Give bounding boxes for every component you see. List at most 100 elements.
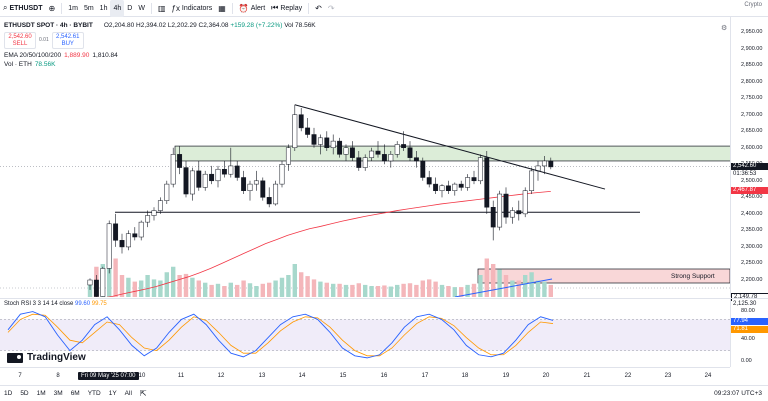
interval-d[interactable]: D — [127, 4, 133, 12]
alarm-icon: ⏰ — [238, 3, 249, 13]
candle — [215, 165, 221, 188]
volume-bar — [254, 286, 259, 297]
volume-bar — [132, 281, 137, 297]
candle-body — [529, 170, 535, 191]
indicators-button[interactable]: ƒx Indicators — [171, 3, 213, 13]
candle — [509, 207, 515, 224]
volume-bar — [452, 287, 457, 297]
range-6m[interactable]: 6M — [70, 390, 80, 397]
alert-button[interactable]: ⏰ Alert — [238, 3, 266, 13]
stoch-axis[interactable]: 80.00 40.00 0.00 77.94 71.81 — [730, 298, 768, 367]
divider — [150, 2, 152, 14]
time-tick: 12 — [217, 373, 225, 379]
candle — [471, 170, 477, 185]
candle — [356, 151, 362, 171]
volume-bar — [126, 277, 131, 297]
range-1y[interactable]: 1Y — [108, 390, 117, 397]
candle — [420, 157, 426, 181]
candle — [305, 117, 311, 138]
volume-bar — [241, 280, 246, 297]
candle-body — [420, 160, 426, 178]
candle — [292, 104, 298, 152]
templates-button[interactable]: ▦ — [215, 0, 229, 17]
undo-button[interactable]: ↶ — [312, 0, 325, 17]
price-tick: 2,950.00 — [741, 29, 763, 35]
time-axis[interactable]: 24 23 22 21 20 19 18 17 16 15 14 13 12 11 10 8 7 Fri 09 … — [0, 367, 730, 385]
stoch-legend[interactable]: Stoch RSI 3 3 14 14 close 99.60 99.75 — [4, 301, 107, 307]
time-tick: 14 — [298, 373, 306, 379]
symbol-title[interactable]: ETHUSDT SPOT · 4h · BYBIT — [4, 22, 93, 29]
range-1m[interactable]: 1M — [36, 390, 46, 397]
interval-1m[interactable]: 1m — [68, 4, 78, 12]
volume-bar — [260, 283, 265, 297]
volume-legend[interactable]: Vol · ETH 78.56K — [4, 61, 56, 68]
candle-body — [317, 137, 323, 145]
stoch-d-badge: 71.81 — [731, 326, 768, 333]
candle-body — [465, 177, 471, 188]
range-3m[interactable]: 3M — [53, 390, 63, 397]
buy-button[interactable]: 2,542.61 BUY — [51, 32, 84, 49]
stoch-k-badge: 77.94 — [731, 318, 768, 325]
candle — [260, 177, 266, 201]
candle-body — [260, 180, 266, 198]
volume-bar — [446, 286, 451, 297]
candle-body — [330, 140, 336, 148]
stoch-rsi-panel[interactable]: Stoch RSI 3 3 14 14 close 99.60 99.75 — [0, 298, 730, 367]
ohlc-values: O2,204.80 H2,394.02 L2,202.29 C2,364.08 … — [103, 22, 316, 29]
time-tick: 7 — [18, 373, 22, 379]
candlestick-chart[interactable] — [0, 17, 730, 297]
clock[interactable]: 09:23:07 UTC+3 — [714, 390, 762, 397]
range-all[interactable]: All — [124, 390, 132, 397]
candle-body — [285, 147, 291, 165]
candle — [343, 144, 349, 161]
range-ytd[interactable]: YTD — [87, 390, 101, 397]
price-axis[interactable]: ⚙ 2,950.00 2,900.00 2,850.00 2,800.00 2,750.… — [721, 17, 768, 308]
candle — [311, 127, 317, 148]
range-5d[interactable]: 5D — [20, 390, 29, 397]
volume-bar — [369, 286, 374, 297]
candle — [125, 230, 131, 251]
settings-icon[interactable]: ⚙ — [721, 25, 728, 32]
replay-button[interactable]: ⏮ Replay — [271, 3, 303, 12]
range-1d[interactable]: 1D — [4, 390, 13, 397]
volume-bar — [484, 258, 489, 297]
candle-body — [522, 190, 528, 215]
interval-5m[interactable]: 5m — [83, 4, 94, 12]
date-range-icon[interactable]: ⇱ — [139, 389, 147, 398]
candle-body — [170, 154, 176, 185]
candle — [490, 200, 496, 241]
volume-bar — [343, 284, 349, 297]
ema-legend[interactable]: EMA 20/50/100/200 1,889.90 1,810.84 — [4, 52, 118, 59]
candle — [458, 180, 464, 191]
candle — [388, 151, 394, 168]
interval-4h[interactable]: 4h — [110, 0, 125, 17]
countdown-badge: 01:36:53 — [731, 170, 768, 178]
candle-body — [145, 215, 151, 223]
time-tick: 10 — [138, 373, 146, 379]
candle-body — [138, 221, 144, 238]
brand-label: Crypto — [744, 2, 762, 8]
trade-panel: 2,542.60 SELL 0.01 2,542.61 BUY — [4, 32, 316, 49]
symbol-search[interactable]: ⌕ ETHUSDT — [3, 3, 43, 12]
candle — [273, 180, 279, 206]
volume-bar — [427, 279, 432, 297]
candle — [87, 278, 93, 290]
volume-bar — [548, 284, 553, 297]
price-chart[interactable]: ETHUSDT SPOT · 4h · BYBIT O2,204.80 H2,3… — [0, 17, 730, 297]
strong-support-label: Strong Support — [671, 273, 715, 280]
redo-button[interactable]: ↷ — [325, 0, 338, 17]
interval-w[interactable]: W — [138, 4, 145, 12]
stoch-rsi-chart[interactable] — [0, 299, 730, 367]
volume-bar — [491, 264, 496, 297]
indicators-icon: ƒx — [171, 3, 180, 13]
sell-button[interactable]: 2,542.60 SELL — [4, 32, 36, 49]
candle-body — [209, 173, 215, 182]
tradingview-logo: TradingView — [7, 352, 86, 363]
compare-button[interactable]: ⊕ — [46, 0, 59, 17]
volume-bar — [388, 286, 393, 297]
chart-type-button[interactable]: ▥ — [155, 0, 169, 17]
interval-1h[interactable]: 1h — [99, 4, 108, 12]
time-tick: 15 — [339, 373, 347, 379]
candle-body — [228, 165, 234, 175]
candle — [497, 190, 503, 231]
